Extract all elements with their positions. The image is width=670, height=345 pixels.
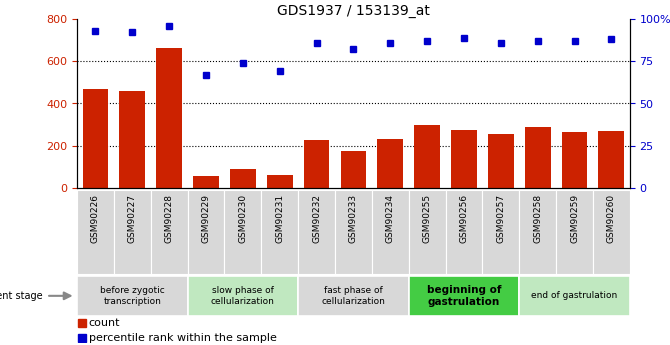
Bar: [409, 276, 519, 316]
Bar: [377, 139, 403, 188]
Text: beginning of
gastrulation: beginning of gastrulation: [427, 285, 501, 307]
Text: GSM90228: GSM90228: [165, 194, 174, 243]
Bar: [335, 190, 372, 274]
Bar: [193, 176, 219, 188]
Text: GSM90259: GSM90259: [570, 194, 579, 243]
Bar: [482, 190, 519, 274]
Text: count: count: [88, 318, 120, 328]
Text: GSM90258: GSM90258: [533, 194, 542, 243]
Bar: [114, 190, 151, 274]
Text: GSM90234: GSM90234: [386, 194, 395, 243]
Bar: [156, 48, 182, 188]
Text: GSM90233: GSM90233: [349, 194, 358, 243]
Bar: [188, 190, 224, 274]
Bar: [561, 132, 588, 188]
Bar: [151, 190, 188, 274]
Bar: [298, 276, 409, 316]
Text: GSM90226: GSM90226: [91, 194, 100, 243]
Bar: [304, 140, 330, 188]
Title: GDS1937 / 153139_at: GDS1937 / 153139_at: [277, 4, 430, 18]
Bar: [525, 127, 551, 188]
Text: GSM90255: GSM90255: [423, 194, 431, 243]
Bar: [598, 131, 624, 188]
Bar: [77, 276, 188, 316]
Bar: [224, 190, 261, 274]
Text: GSM90257: GSM90257: [496, 194, 505, 243]
Bar: [372, 190, 409, 274]
Text: GSM90227: GSM90227: [128, 194, 137, 243]
Text: slow phase of
cellularization: slow phase of cellularization: [211, 286, 275, 306]
Bar: [119, 91, 145, 188]
Bar: [340, 151, 366, 188]
Bar: [77, 190, 114, 274]
Text: GSM90260: GSM90260: [607, 194, 616, 243]
Bar: [519, 276, 630, 316]
Bar: [298, 190, 335, 274]
Bar: [556, 190, 593, 274]
Bar: [188, 276, 298, 316]
Bar: [82, 89, 109, 188]
Bar: [446, 190, 482, 274]
Bar: [519, 190, 556, 274]
Text: before zygotic
transcription: before zygotic transcription: [100, 286, 165, 306]
Text: percentile rank within the sample: percentile rank within the sample: [88, 333, 277, 343]
Bar: [261, 190, 298, 274]
Text: GSM90230: GSM90230: [239, 194, 247, 243]
Bar: [593, 190, 630, 274]
Bar: [488, 134, 514, 188]
Text: development stage: development stage: [0, 291, 42, 301]
Text: GSM90232: GSM90232: [312, 194, 321, 243]
Bar: [451, 130, 477, 188]
Bar: [409, 190, 446, 274]
Text: GSM90256: GSM90256: [460, 194, 468, 243]
Text: fast phase of
cellularization: fast phase of cellularization: [322, 286, 385, 306]
Bar: [414, 125, 440, 188]
Text: GSM90231: GSM90231: [275, 194, 284, 243]
Bar: [230, 169, 256, 188]
Text: GSM90229: GSM90229: [202, 194, 210, 243]
Bar: [267, 175, 293, 188]
Text: end of gastrulation: end of gastrulation: [531, 291, 618, 300]
